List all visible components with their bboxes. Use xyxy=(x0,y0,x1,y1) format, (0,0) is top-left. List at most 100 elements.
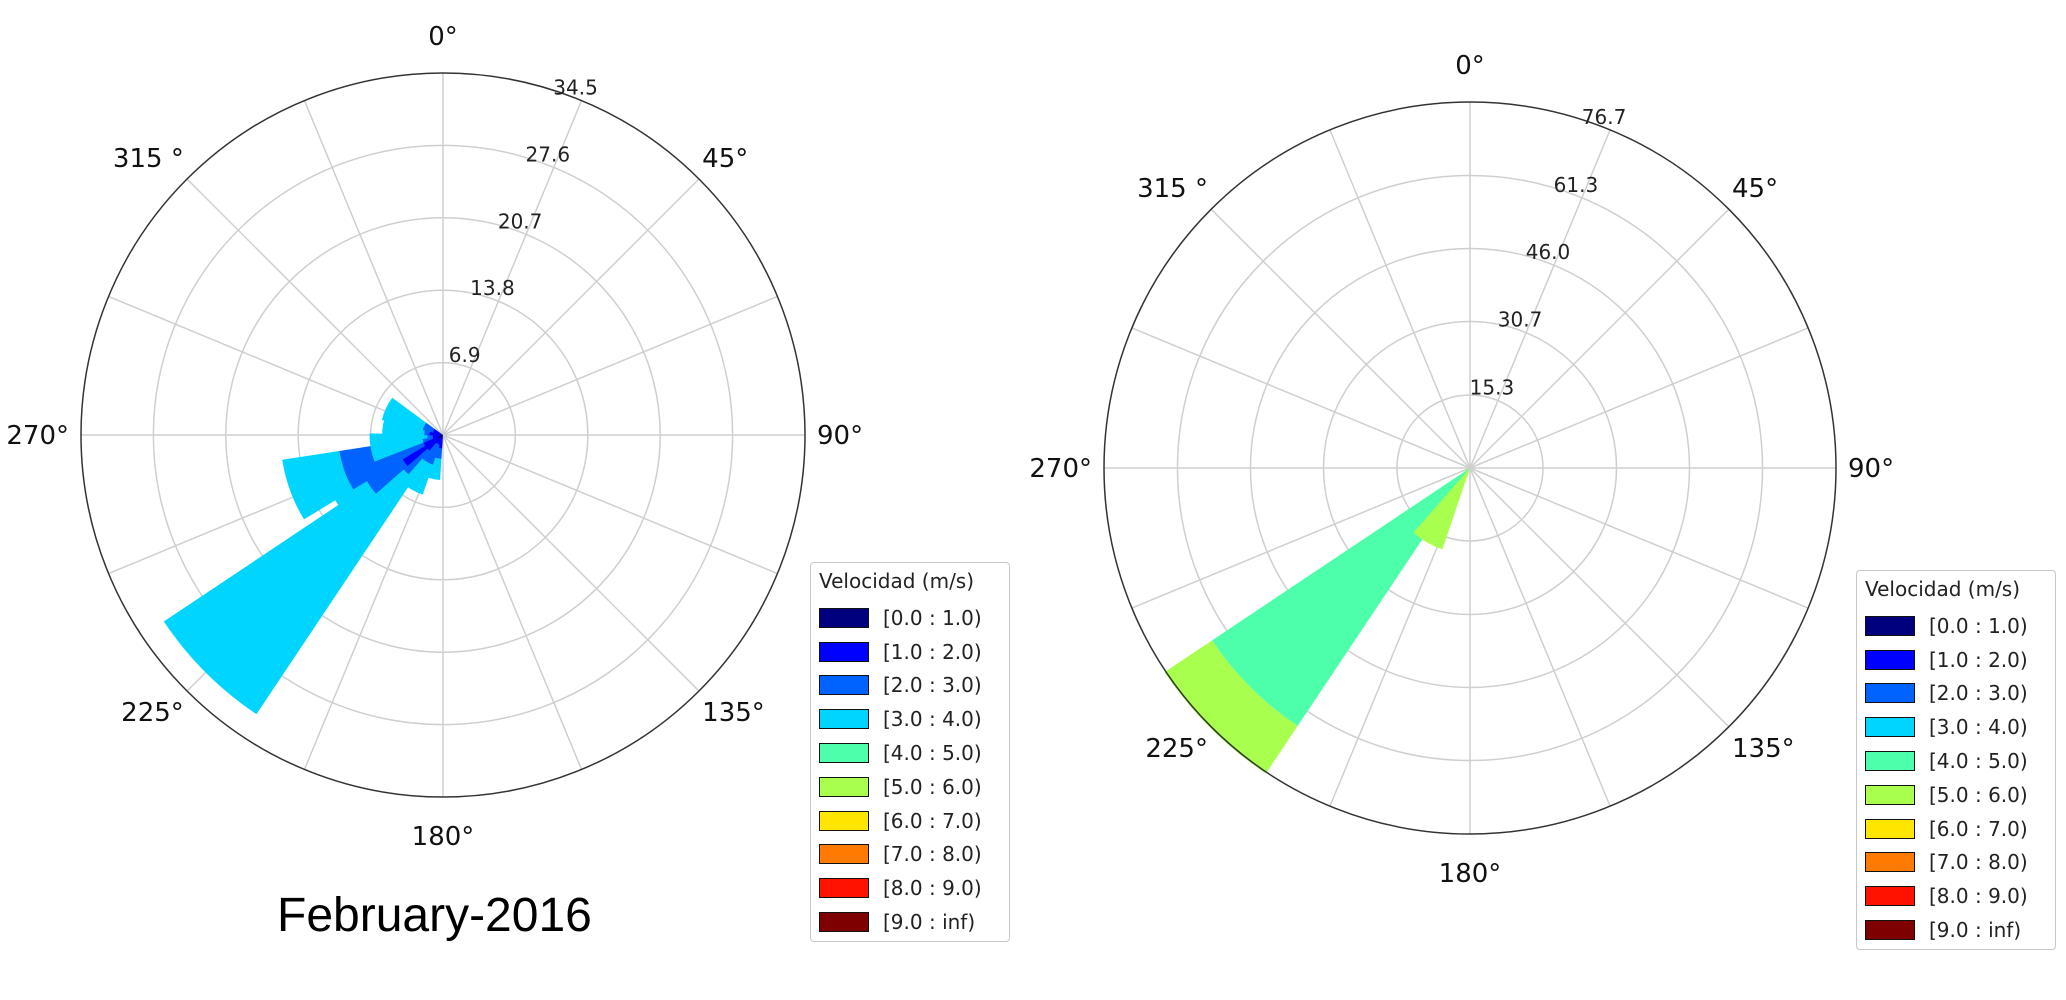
direction-label: 90° xyxy=(817,421,863,451)
legend-title: Velocidad (m/s) xyxy=(1865,577,2021,601)
angular-gridline xyxy=(1469,467,1730,728)
legend-item: [4.0 : 5.0) xyxy=(1865,744,2045,778)
windrose-bar xyxy=(163,464,414,715)
windrose-bar xyxy=(398,436,440,467)
legend-label: [6.0 : 7.0) xyxy=(1929,816,2028,841)
windrose-bar xyxy=(1212,468,1470,726)
angular-gridline xyxy=(1469,327,1809,469)
direction-label: 0° xyxy=(1455,51,1485,81)
windrose-bar xyxy=(381,397,427,431)
legend-item: [9.0 : inf) xyxy=(819,905,999,939)
angular-gridline xyxy=(442,434,700,692)
legend-label: [9.0 : inf) xyxy=(1929,918,2022,943)
windrose-bar xyxy=(339,438,426,490)
angular-gridline xyxy=(442,434,778,575)
legend-label: [2.0 : 3.0) xyxy=(1929,681,2028,706)
legend-swatch xyxy=(819,878,869,899)
direction-label: 180° xyxy=(1439,859,1502,889)
direction-label: 180° xyxy=(412,822,475,852)
angular-gridline xyxy=(442,434,583,770)
legend-swatch xyxy=(1865,649,1915,670)
legend-swatch xyxy=(819,641,869,662)
legend-swatch xyxy=(1865,818,1915,839)
windrose-bar xyxy=(422,442,440,465)
legend-item: [8.0 : 9.0) xyxy=(819,871,999,905)
direction-label: 0° xyxy=(428,22,458,52)
legend-swatch xyxy=(819,776,869,797)
outer-ring xyxy=(80,72,806,798)
angular-gridline xyxy=(1131,467,1471,609)
legend-swatch xyxy=(819,675,869,696)
legend-item: [1.0 : 2.0) xyxy=(1865,643,2045,677)
windrose-bar xyxy=(399,446,432,479)
legend-item: [3.0 : 4.0) xyxy=(1865,710,2045,744)
legend-label: [7.0 : 8.0) xyxy=(1929,850,2028,875)
outer-ring xyxy=(1103,101,1837,835)
angular-gridline xyxy=(442,100,583,436)
legend-item: [7.0 : 8.0) xyxy=(1865,846,2045,880)
legend-label: [8.0 : 9.0) xyxy=(883,876,982,901)
windrose-bar xyxy=(438,435,443,439)
radial-tick-label: 15.3 xyxy=(1470,376,1515,400)
direction-label: 135° xyxy=(702,698,765,728)
legend-item: [2.0 : 3.0) xyxy=(1865,677,2045,711)
legend-swatch xyxy=(1865,784,1915,805)
legend-item: [0.0 : 1.0) xyxy=(819,601,999,635)
legend-label: [6.0 : 7.0) xyxy=(883,808,982,833)
legend-item: [0.0 : 1.0) xyxy=(1865,609,2045,643)
windrose-bar xyxy=(438,435,443,440)
legend-label: [1.0 : 2.0) xyxy=(883,639,982,664)
angular-gridline xyxy=(1469,129,1611,469)
legend-label: [5.0 : 6.0) xyxy=(1929,782,2028,807)
direction-label: 225° xyxy=(1145,734,1208,764)
legend-item: [5.0 : 6.0) xyxy=(1865,778,2045,812)
windrose-bar xyxy=(425,437,441,453)
windrose-bar xyxy=(401,458,433,495)
legend-item: [6.0 : 7.0) xyxy=(819,804,999,838)
angular-gridline xyxy=(303,100,444,436)
legend-swatch xyxy=(1865,852,1915,873)
legend-item: [2.0 : 3.0) xyxy=(819,669,999,703)
angular-gridline xyxy=(1131,327,1471,469)
angular-gridline xyxy=(442,178,700,436)
legend-swatch xyxy=(819,709,869,730)
direction-label: 135° xyxy=(1732,734,1795,764)
legend-label: [2.0 : 3.0) xyxy=(883,673,982,698)
legend-title: Velocidad (m/s) xyxy=(819,569,975,593)
legend-chart-2: Velocidad (m/s) [0.0 : 1.0) [1.0 : 2.0) [2… xyxy=(1856,570,2056,950)
direction-label: 45° xyxy=(1732,174,1778,204)
angular-gridline xyxy=(1469,208,1730,469)
angular-gridline xyxy=(1469,467,1809,609)
legend-label: [4.0 : 5.0) xyxy=(883,741,982,766)
legend-label: [8.0 : 9.0) xyxy=(1929,884,2028,909)
radial-tick-label: 46.0 xyxy=(1526,240,1571,264)
direction-label: 270° xyxy=(1029,454,1092,484)
legend-label: [4.0 : 5.0) xyxy=(1929,749,2028,774)
legend-swatch xyxy=(1865,920,1915,941)
radial-tick-label: 6.9 xyxy=(449,343,481,367)
legend-label: [0.0 : 1.0) xyxy=(883,605,982,630)
legend-item: [5.0 : 6.0) xyxy=(819,770,999,804)
legend-item: [4.0 : 5.0) xyxy=(819,736,999,770)
direction-label: 315 ° xyxy=(1137,174,1208,204)
legend-swatch xyxy=(1865,751,1915,772)
direction-label: 45° xyxy=(702,144,748,174)
windrose-bar xyxy=(440,435,443,438)
radial-tick-label: 76.7 xyxy=(1582,105,1627,129)
windrose-bar xyxy=(439,433,443,435)
angular-gridline xyxy=(1469,467,1611,807)
legend-swatch xyxy=(1865,683,1915,704)
legend-swatch xyxy=(1865,717,1915,738)
legend-item: [3.0 : 4.0) xyxy=(819,702,999,736)
windrose-bar xyxy=(432,428,441,435)
legend-item: [8.0 : 9.0) xyxy=(1865,879,2045,913)
legend-label: [3.0 : 4.0) xyxy=(1929,715,2028,740)
legend-label: [7.0 : 8.0) xyxy=(883,842,982,867)
legend-label: [3.0 : 4.0) xyxy=(883,707,982,732)
legend-label: [9.0 : inf) xyxy=(883,910,976,935)
direction-label: 315 ° xyxy=(113,144,184,174)
legend-swatch xyxy=(819,844,869,865)
angular-gridline xyxy=(442,295,778,436)
